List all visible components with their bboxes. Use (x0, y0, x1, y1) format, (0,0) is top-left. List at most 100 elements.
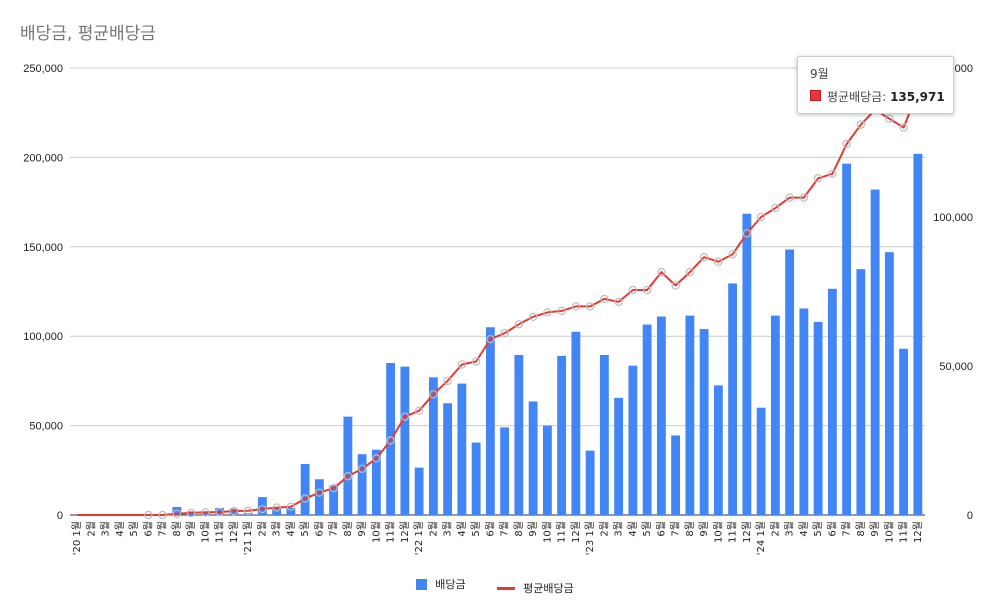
x-axis: '20 1월 2월 3월 4월 5월 6월 7월 8월 9월 10월 11월 12월 '21 1월 2월 3… (71, 521, 924, 555)
x-tick-label: 5월 (812, 521, 824, 537)
x-tick-label: 10월 (370, 521, 382, 543)
x-tick-label: 11월 (556, 521, 568, 543)
x-tick-label: 7월 (670, 521, 682, 537)
line-point (201, 508, 210, 517)
x-tick-label: 11월 (898, 521, 910, 543)
bar (913, 153, 923, 515)
right-tick-label: 100,000 (933, 212, 973, 224)
line-point (756, 212, 766, 222)
bar (500, 427, 510, 515)
legend-item-average[interactable]: 평균배당금 (497, 580, 574, 596)
x-tick-label: 7월 (157, 521, 169, 537)
bar (585, 450, 595, 515)
legend: 배당금 평균배당금 (0, 576, 990, 596)
x-tick-label: 7월 (841, 521, 853, 537)
left-tick-label: 200,000 (23, 152, 63, 164)
x-tick-label: 10월 (199, 521, 211, 543)
line-point (828, 169, 837, 178)
line-point (158, 510, 167, 520)
bar (770, 315, 780, 515)
x-tick-label: 3월 (613, 521, 625, 537)
bar (728, 283, 738, 515)
line-series (77, 91, 919, 516)
x-tick-label: 3월 (100, 521, 112, 537)
line-point (856, 120, 866, 129)
left-tick-label: 100,000 (23, 331, 63, 343)
line-point (429, 390, 438, 399)
left-tick-label: 250,000 (23, 63, 63, 75)
bar (286, 507, 296, 515)
hover-tooltip: 9월 평균배당금: 135,971 (797, 56, 954, 114)
bar (599, 354, 609, 515)
line-point (600, 294, 609, 304)
bar (756, 407, 766, 515)
line-point (215, 507, 224, 517)
x-tick-label: 2월 (769, 521, 781, 537)
line-point (315, 488, 324, 497)
x-tick-label: 7월 (328, 521, 340, 537)
line-point (229, 506, 239, 516)
bar (428, 377, 438, 515)
x-tick-label: 10월 (541, 521, 553, 543)
x-tick-label: 8월 (855, 521, 867, 537)
bar (799, 308, 809, 515)
x-tick-label: 3월 (271, 521, 283, 537)
bar (257, 497, 267, 515)
bar (884, 252, 894, 515)
bar (656, 316, 666, 515)
x-tick-label: 4월 (798, 521, 810, 537)
line-point (813, 174, 823, 183)
line-point (414, 406, 424, 415)
line-point (885, 114, 894, 123)
bar (300, 464, 310, 515)
x-tick-label: 11월 (214, 521, 226, 543)
left-tick-label: 50,000 (29, 421, 63, 433)
bar (614, 397, 624, 515)
bar (785, 249, 795, 515)
bar (699, 329, 709, 515)
x-tick-label: 4월 (114, 521, 126, 537)
tooltip-value: 135,971 (890, 90, 945, 104)
x-tick-label: 3월 (784, 521, 796, 537)
bar (628, 365, 638, 515)
legend-bar-swatch (416, 578, 428, 590)
bar (200, 512, 210, 515)
bar (685, 315, 695, 515)
bar (329, 485, 339, 515)
bar (314, 479, 324, 515)
bar (357, 454, 367, 515)
x-tick-label: 5월 (128, 521, 140, 537)
bar (471, 442, 481, 515)
line-point (628, 285, 638, 295)
bar (443, 403, 453, 515)
right-tick-label: 0 (967, 510, 973, 522)
line-point (471, 357, 481, 366)
bar (571, 331, 581, 515)
line-point (186, 508, 196, 518)
x-tick-label: '24 1월 (755, 521, 767, 555)
line-point (386, 436, 395, 445)
bar (172, 506, 182, 515)
legend-label-average: 평균배당금 (523, 582, 574, 595)
bar (842, 163, 852, 515)
line-point (528, 312, 538, 322)
x-tick-label: 2월 (598, 521, 610, 537)
line-point (500, 329, 509, 338)
right-tick-label: 50,000 (939, 361, 973, 373)
legend-item-dividend[interactable]: 배당금 (416, 576, 466, 592)
line-point (457, 360, 467, 369)
line-point (329, 483, 338, 493)
x-tick-label: 8월 (171, 521, 183, 537)
line-point (144, 510, 153, 520)
line-point (742, 229, 752, 238)
x-tick-label: 10월 (712, 521, 724, 543)
chart-title: 배당금, 평균배당금 (20, 24, 156, 44)
line-point (543, 308, 552, 317)
line-point (785, 193, 794, 202)
x-tick-label: 9월 (527, 521, 539, 537)
line-point (899, 123, 908, 132)
line-point (443, 376, 452, 386)
x-tick-label: 8월 (684, 521, 696, 537)
x-tick-label: 6월 (484, 521, 496, 537)
